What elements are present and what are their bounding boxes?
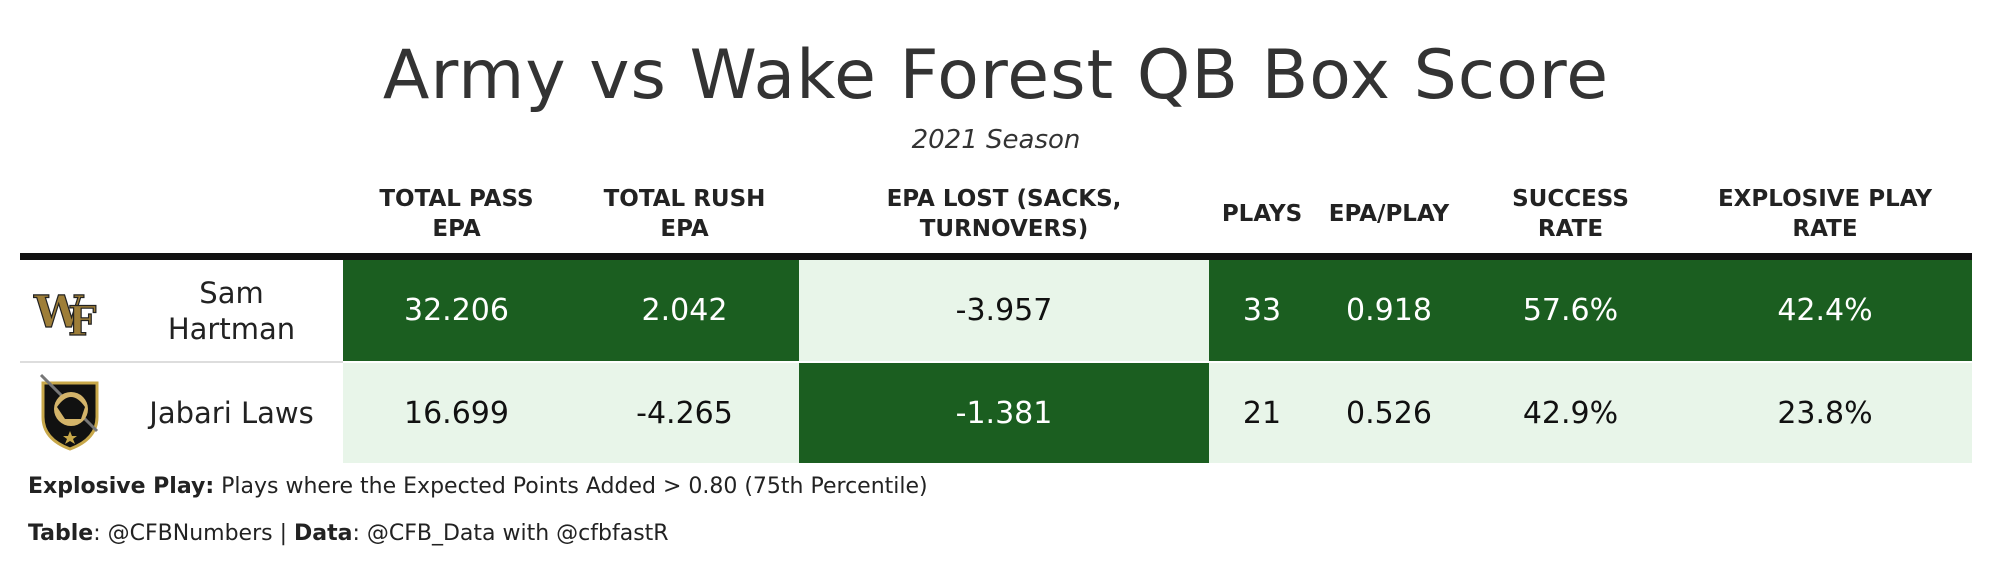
credits-note: Table: @CFBNumbers | Data: @CFB_Data wit… [28, 521, 669, 546]
column-header-rush-epa: TOTAL RUSH EPA [570, 182, 799, 246]
column-header-line: EPA LOST (SACKS, [886, 186, 1122, 212]
army-black-knights-logo [20, 363, 120, 463]
player-name-line: Sam [199, 275, 264, 310]
chart-subtitle: 2021 Season [911, 125, 1081, 155]
cell-success-rate: 42.9% [1463, 363, 1678, 463]
header-rule [20, 253, 1972, 260]
column-header-line: TURNOVERS) [919, 216, 1089, 242]
column-header-epa-play: EPA/PLAY [1315, 182, 1463, 246]
column-header-line: EXPLOSIVE PLAY [1717, 186, 1933, 212]
cell-plays: 33 [1209, 260, 1315, 361]
data-credit-label: Data [293, 521, 353, 546]
cell-rush-epa: -4.265 [570, 363, 799, 463]
table-credit-label: Table [28, 521, 94, 546]
column-header-plays: PLAYS [1209, 182, 1315, 246]
cell-plays: 21 [1209, 363, 1315, 463]
data-credit-text: : @CFB_Data with @cfbfastR [352, 521, 669, 546]
column-header-line: RATE [1792, 216, 1858, 242]
cell-epa-play: 0.526 [1315, 363, 1463, 463]
cell-epa-lost: -1.381 [799, 363, 1209, 463]
column-header-epa-lost: EPA LOST (SACKS, TURNOVERS) [799, 182, 1209, 246]
player-name: Sam Hartman [120, 260, 343, 361]
row-separator [20, 361, 343, 363]
column-header-line: EPA/PLAY [1328, 201, 1450, 227]
cell-success-rate: 57.6% [1463, 260, 1678, 361]
chart-title: Army vs Wake Forest QB Box Score [382, 36, 1610, 115]
column-header-line: PLAYS [1221, 201, 1303, 227]
svg-text:F: F [68, 298, 96, 341]
cell-pass-epa: 32.206 [343, 260, 570, 361]
column-header-line: EPA [432, 216, 481, 242]
table-credit-text: : @CFBNumbers | [93, 521, 294, 546]
svg-text:W: W [33, 287, 84, 338]
cell-explosive-rate: 23.8% [1678, 363, 1972, 463]
column-header-line: TOTAL RUSH [603, 186, 766, 212]
column-header-line: TOTAL PASS [379, 186, 534, 212]
explosive-play-label: Explosive Play: [28, 474, 215, 499]
player-name-line: Hartman [167, 311, 296, 346]
column-header-success-rate: SUCCESS RATE [1463, 182, 1678, 246]
cell-epa-play: 0.918 [1315, 260, 1463, 361]
cell-explosive-rate: 42.4% [1678, 260, 1972, 361]
explosive-play-text: Plays where the Expected Points Added > … [214, 474, 928, 499]
cell-pass-epa: 16.699 [343, 363, 570, 463]
column-header-line: RATE [1537, 216, 1604, 242]
explosive-play-note: Explosive Play: Plays where the Expected… [28, 474, 928, 499]
column-header-line: EPA [660, 216, 709, 242]
cell-rush-epa: 2.042 [570, 260, 799, 361]
column-header-pass-epa: TOTAL PASS EPA [343, 182, 570, 246]
cell-epa-lost: -3.957 [799, 260, 1209, 361]
column-header-explosive-rate: EXPLOSIVE PLAY RATE [1678, 182, 1972, 246]
player-name: Jabari Laws [120, 363, 343, 463]
column-header-line: SUCCESS [1512, 186, 1629, 212]
player-name-line: Jabari Laws [149, 396, 314, 430]
